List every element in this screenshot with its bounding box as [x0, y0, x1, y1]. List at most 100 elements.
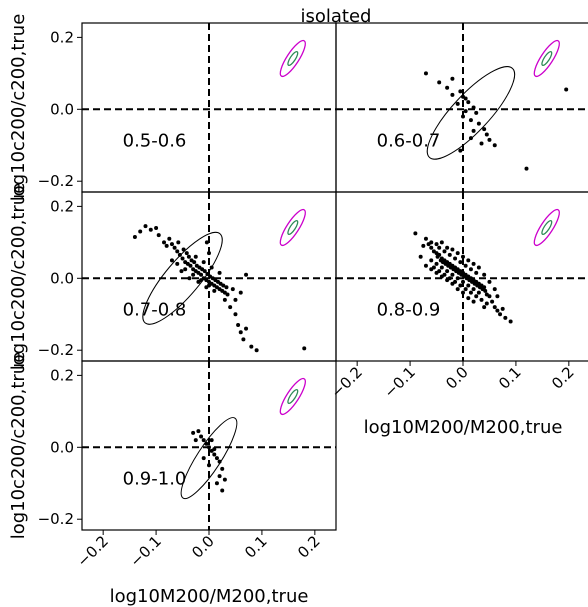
data-point [183, 267, 188, 272]
panel-label: 0.7-0.8 [123, 299, 187, 320]
data-point [233, 297, 238, 302]
data-point [184, 251, 189, 256]
data-point [450, 76, 455, 81]
covariance-ellipse [142, 231, 223, 325]
data-point [217, 474, 222, 479]
panel-0.6-0.7: 0.6-0.7 [335, 22, 588, 193]
data-point [418, 254, 423, 259]
data-point [495, 308, 500, 313]
data-point [492, 305, 497, 310]
data-point [132, 234, 137, 239]
data-point [222, 297, 227, 302]
data-point [429, 267, 434, 272]
data-point [458, 260, 463, 265]
data-point [249, 344, 254, 349]
data-point [302, 346, 307, 351]
data-point [423, 263, 428, 268]
data-point [233, 312, 238, 317]
data-point [474, 294, 479, 299]
data-point [201, 260, 206, 265]
data-point [471, 299, 476, 304]
x-tick-label: 0.0 [442, 363, 472, 393]
reference-ellipse-inner [287, 50, 299, 66]
x-tick-label: 0.2 [294, 532, 324, 562]
data-point [471, 287, 476, 292]
data-point [455, 251, 460, 256]
data-point [207, 445, 211, 450]
data-point [437, 245, 442, 250]
covariance-ellipse [180, 417, 238, 500]
data-point [434, 270, 439, 275]
data-point [439, 274, 444, 279]
reference-ellipse-outer [279, 208, 306, 247]
data-point [180, 256, 185, 261]
data-point [199, 434, 204, 439]
data-point [492, 143, 497, 148]
x-tick-label: −0.1 [380, 363, 418, 401]
data-point [463, 96, 468, 101]
x-tick-label: −0.1 [126, 532, 164, 570]
data-point [188, 263, 193, 268]
data-point [479, 141, 484, 146]
data-point [175, 261, 180, 266]
data-point [445, 278, 450, 283]
data-point [225, 292, 230, 297]
data-point [484, 301, 489, 306]
reference-ellipse-outer [533, 208, 560, 247]
data-point [179, 269, 184, 274]
data-point [471, 261, 476, 266]
data-point [143, 224, 148, 229]
data-point [156, 233, 161, 238]
data-point [461, 114, 465, 119]
data-point [468, 118, 473, 123]
reference-ellipse-inner [541, 219, 553, 235]
data-point [466, 296, 471, 301]
y-tick-label: 0.0 [50, 100, 74, 118]
data-point [209, 438, 214, 443]
data-point [421, 243, 426, 248]
panel-label: 0.6-0.7 [377, 130, 441, 151]
data-point [217, 270, 222, 275]
data-point [479, 297, 484, 302]
y-tick-label: 0.2 [50, 197, 74, 215]
data-point [241, 337, 246, 342]
data-point [214, 481, 219, 486]
data-point [484, 132, 489, 137]
data-point [254, 348, 259, 353]
y-axis-label: log10c200/c200,true [8, 183, 29, 371]
y-axis-label: log10c200/c200,true [8, 14, 29, 202]
data-point [463, 287, 468, 292]
data-point [138, 229, 143, 234]
data-point [474, 270, 479, 275]
data-point [461, 254, 465, 259]
data-point [191, 430, 196, 435]
data-point [498, 312, 503, 317]
data-point [429, 245, 434, 250]
data-point [176, 240, 181, 245]
data-point [524, 166, 529, 171]
y-tick-label: 0.0 [50, 269, 74, 287]
data-point [164, 243, 169, 248]
data-point [445, 245, 450, 250]
data-point [212, 452, 217, 457]
data-point [476, 121, 481, 126]
data-point [442, 249, 447, 254]
data-point [204, 240, 209, 245]
data-point [495, 294, 500, 299]
data-point [503, 315, 508, 320]
panel-0.7-0.8: 0.7-0.8 −0.2 0.0 0.2 log10c200/c200,true [8, 183, 337, 371]
x-tick-label: 0.0 [188, 532, 218, 562]
panel-0.8-0.9: 0.8-0.9 −0.2 −0.1 0.0 0.1 0.2 log10M200/M200,t… [328, 191, 588, 438]
data-point [230, 287, 235, 292]
data-point [169, 258, 174, 263]
data-point [192, 260, 197, 265]
data-point [455, 287, 460, 292]
data-point [487, 279, 492, 284]
data-point [482, 305, 487, 310]
data-point [196, 429, 201, 434]
data-point [202, 269, 207, 274]
data-point [450, 272, 455, 277]
data-point [482, 285, 487, 290]
data-point [450, 281, 455, 286]
